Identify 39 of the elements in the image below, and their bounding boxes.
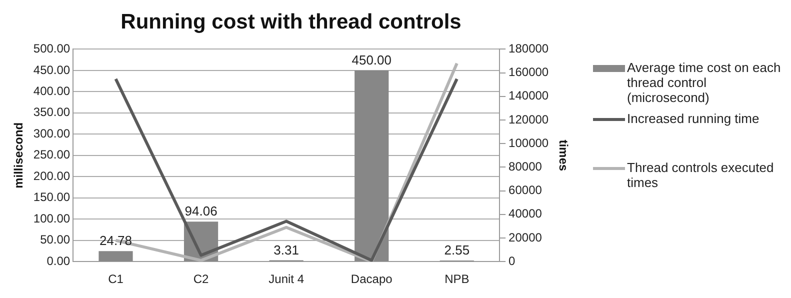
y2-tick-label: 180000 (508, 42, 549, 56)
legend-label: Thread controls executed times (627, 160, 775, 190)
chart-title: Running cost with thread controls (120, 10, 462, 34)
y-axis-title: millisecond (12, 122, 26, 188)
x-tick-label: Junit 4 (268, 272, 304, 286)
y-tick-label: 350.00 (33, 105, 70, 120)
bar (354, 70, 389, 262)
y2-tick-label: 160000 (508, 65, 549, 80)
y-tick-label: 400.00 (33, 84, 70, 98)
y2-tick-label: 0 (508, 254, 516, 268)
data-label: 24.78 (99, 233, 132, 248)
data-label: 94.06 (184, 204, 218, 219)
data-label: 2.55 (444, 242, 470, 258)
y2-tick-label: 20000 (508, 230, 542, 244)
y-tick-label: 250.00 (33, 148, 70, 162)
x-tick-label: NPB (444, 272, 470, 286)
y2-axis-title: times (556, 140, 570, 172)
y-tick-label: 450.00 (33, 62, 70, 77)
x-tick-label: Dacapo (350, 272, 393, 286)
legend-label: Average time cost on each thread control (microsecond) (627, 60, 782, 105)
y-tick-label: 100.00 (33, 211, 70, 226)
legend-label: Increased running time (627, 111, 760, 126)
y2-tick-label: 40000 (508, 206, 542, 221)
y-tick-label: 500.00 (33, 42, 70, 56)
y2-tick-label: 140000 (508, 88, 549, 103)
y2-tick-label: 100000 (508, 136, 549, 150)
y-tick-label: 50.00 (40, 232, 70, 247)
y-tick-label: 150.00 (33, 190, 70, 204)
y2-tick-label: 60000 (508, 183, 542, 198)
y-tick-label: 200.00 (33, 168, 70, 183)
y-tick-label: 0.00 (46, 254, 70, 268)
x-tick-label: C2 (193, 272, 210, 286)
data-label: 3.31 (274, 242, 299, 258)
y-tick-label: 300.00 (33, 126, 70, 140)
data-label: 450.00 (352, 52, 392, 68)
y2-tick-label: 120000 (508, 112, 549, 126)
bar (98, 251, 133, 262)
x-tick-label: C1 (108, 272, 124, 286)
y2-tick-label: 80000 (508, 160, 542, 174)
